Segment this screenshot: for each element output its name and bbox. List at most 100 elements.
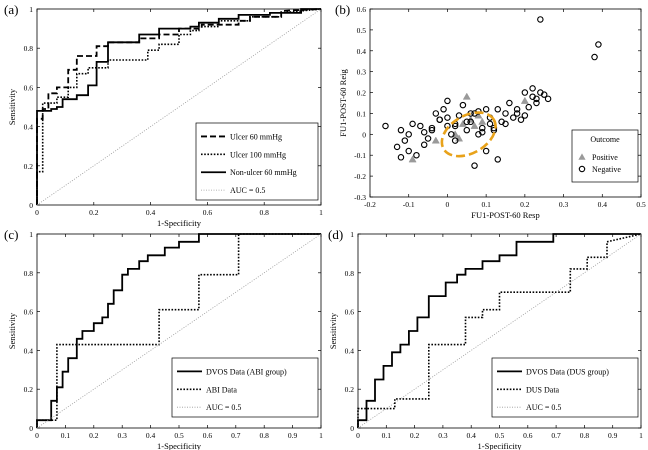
y-tick-label: 0 <box>29 424 33 433</box>
scatter-point-positive <box>431 136 440 144</box>
scatter-point-negative <box>428 124 436 132</box>
panel-label: (b) <box>335 2 350 17</box>
legend-box <box>171 357 319 418</box>
y-tick-label: 0 <box>362 130 366 139</box>
scatter-point-positive <box>470 121 479 129</box>
scatter-point-negative <box>544 95 552 103</box>
scatter-point-positive <box>520 96 529 104</box>
x-tick-label: 0.5 <box>495 431 505 440</box>
scatter-point-negative <box>424 135 432 142</box>
scatter-point-negative <box>444 97 451 105</box>
scatter-point-negative <box>517 116 525 123</box>
panel-c: (c) 0 0.1 0.2 0.3 0.4 0.5 0.6 0.7 0.8 0.9 1 0 0.2 0.4 0… <box>4 227 323 450</box>
legend-title: Outcome <box>590 135 620 144</box>
y-tick-label: 0.8 <box>345 269 355 278</box>
x-tick-label: 0.6 <box>203 208 213 217</box>
x-tick-label: 0.4 <box>146 431 156 440</box>
x-tick-label: 0 <box>35 431 39 440</box>
x-tick-label: 0.4 <box>146 208 156 217</box>
scatter-point-positive <box>478 117 487 125</box>
x-tick-label: 0.1 <box>481 200 491 209</box>
y-tick-label: 0.5 <box>357 26 367 35</box>
y-tick-label: 0.2 <box>345 385 355 394</box>
scatter-point-negative <box>591 53 598 61</box>
y-axis-label: FU1-POST-60 Reig <box>338 69 348 137</box>
scatter-point-negative <box>513 110 521 117</box>
legend-label: Non-ulcer 60 mmHg <box>230 168 297 177</box>
scatter-point-positive <box>458 119 467 127</box>
legend-label: DUS Data <box>526 385 560 394</box>
y-tick-label: 0.1 <box>357 109 367 118</box>
legend-label: AUC = 0.5 <box>206 403 241 412</box>
scatter-point-negative <box>537 16 544 23</box>
roc-curve-2 <box>36 233 321 428</box>
y-tick-label: 0.8 <box>24 44 34 53</box>
panel-label: (a) <box>4 2 18 17</box>
x-tick-label: 0.9 <box>608 431 618 440</box>
scatter-point-negative <box>448 131 455 138</box>
y-tick-label: 0 <box>350 424 354 433</box>
scatter-point-negative <box>595 41 602 48</box>
scatter-point-negative <box>521 89 529 96</box>
y-tick-label: -0.1 <box>354 151 366 160</box>
scatter-point-negative <box>482 106 490 113</box>
panel-a: (a) 0 0.2 0.4 0.6 0.8 1 0 0.2 0.4 0.6 0.8 1 1-Specifi… <box>4 2 323 228</box>
scatter-point-negative <box>459 101 467 109</box>
y-tick-label: 0.4 <box>24 346 34 355</box>
scatter-point-negative <box>479 124 486 132</box>
plot-frame <box>369 8 642 198</box>
x-tick-label: 0 <box>35 208 39 217</box>
y-tick-label: 1 <box>29 5 33 14</box>
legend-label: ABI Data <box>206 385 237 394</box>
scatter-point-negative <box>440 106 447 113</box>
x-tick-label: 0.8 <box>260 431 270 440</box>
roc-curve-4 <box>36 8 322 206</box>
legend-marker-positive <box>578 153 586 160</box>
scatter-point-negative <box>525 103 532 111</box>
roc-curve-1 <box>357 233 641 428</box>
x-tick-label: 1 <box>319 208 323 217</box>
y-tick-label: 1 <box>29 230 33 239</box>
legend-label: Negative <box>592 165 621 174</box>
y-tick-label: 0.2 <box>357 89 367 98</box>
scatter-point-negative <box>405 147 412 155</box>
x-tick-label: 0.8 <box>580 431 590 440</box>
scatter-point-negative <box>405 131 412 138</box>
scatter-point-negative <box>444 114 451 121</box>
y-tick-label: 0.3 <box>357 68 367 77</box>
y-tick-label: 0.6 <box>345 308 355 317</box>
scatter-point-negative <box>513 106 521 113</box>
scatter-point-negative <box>409 120 416 128</box>
scatter-point-negative <box>463 118 471 126</box>
x-tick-label: 0.1 <box>382 431 392 440</box>
y-tick-label: 0.6 <box>24 83 34 92</box>
panel-d: (d) 0 0.1 0.2 0.3 0.4 0.5 0.6 0.7 0.8 0.9 1 0 0.2 0.4 0… <box>328 227 643 450</box>
scatter-point-negative <box>463 126 471 134</box>
y-tick-label: 0.4 <box>345 346 355 355</box>
x-tick-label: 0.8 <box>260 208 270 217</box>
scatter-point-positive <box>408 155 417 163</box>
scatter-point-negative <box>397 126 405 134</box>
x-tick-label: 0.6 <box>523 431 533 440</box>
scatter-point-negative <box>479 128 486 136</box>
y-tick-label: 0.6 <box>24 308 34 317</box>
scatter-point-negative <box>451 137 459 144</box>
scatter-point-negative <box>529 85 536 92</box>
roc-curve-3 <box>36 8 321 205</box>
x-axis-label: FU1-POST-60 Resp <box>471 210 539 220</box>
roc-curve-3 <box>357 233 642 429</box>
scatter-point-negative <box>502 110 509 117</box>
y-axis-label: Sensitivity <box>7 312 17 349</box>
y-tick-label: -0.2 <box>354 172 366 181</box>
panel-b: (b)-0.2 -0.1 0 0.1 0.2 0.3 0.4 0.5-0.3-0.2-0.10… <box>335 2 646 220</box>
scatter-point-negative <box>420 141 428 149</box>
y-tick-label: 0.2 <box>24 385 34 394</box>
y-tick-label: 0.4 <box>24 123 34 132</box>
x-tick-label: 0.2 <box>410 431 420 440</box>
x-axis-label: 1-Specificity <box>157 218 202 228</box>
y-tick-label: 0.4 <box>357 47 367 56</box>
y-tick-label: 0.8 <box>24 269 34 278</box>
scatter-point-negative <box>506 99 513 107</box>
y-tick-label: -0.3 <box>354 193 366 202</box>
